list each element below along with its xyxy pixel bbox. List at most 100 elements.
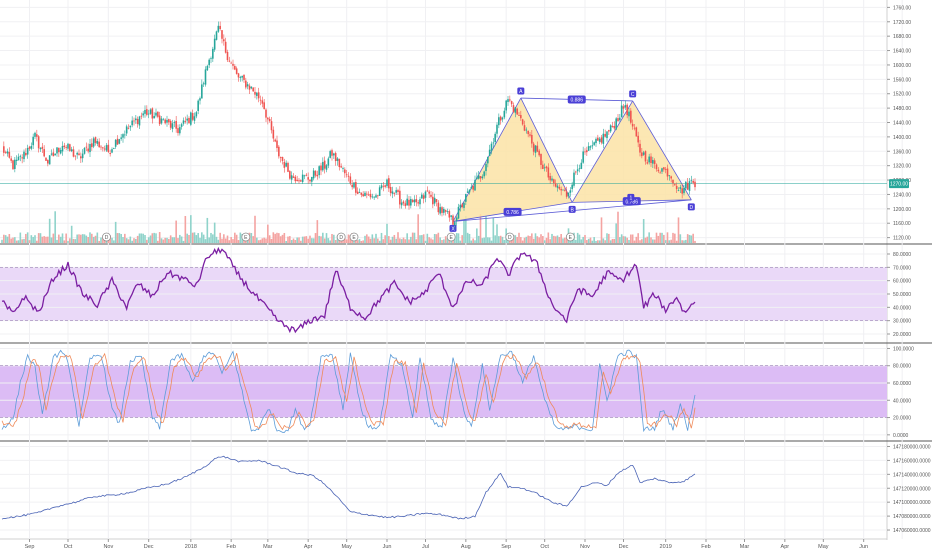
candle[interactable] xyxy=(265,108,267,123)
candle[interactable] xyxy=(316,170,319,180)
candle[interactable] xyxy=(353,181,355,189)
candle[interactable] xyxy=(81,149,84,163)
candle[interactable] xyxy=(545,165,548,172)
candle[interactable] xyxy=(565,186,568,199)
candle[interactable] xyxy=(628,108,630,122)
candle[interactable] xyxy=(386,178,388,189)
candle[interactable] xyxy=(133,117,135,126)
candle[interactable] xyxy=(410,196,412,209)
candle[interactable] xyxy=(221,30,223,44)
candle[interactable] xyxy=(413,195,416,207)
candle[interactable] xyxy=(149,108,152,115)
candle[interactable] xyxy=(602,128,605,149)
candle[interactable] xyxy=(61,141,64,156)
candle[interactable] xyxy=(281,156,284,165)
candle[interactable] xyxy=(349,173,352,186)
candle[interactable] xyxy=(23,149,25,163)
candle[interactable] xyxy=(529,132,531,138)
candle[interactable] xyxy=(437,200,440,215)
candle[interactable] xyxy=(560,186,562,196)
candle[interactable] xyxy=(69,143,71,152)
candle[interactable] xyxy=(578,164,581,173)
pattern-point-c[interactable]: C xyxy=(629,90,637,98)
candle[interactable] xyxy=(226,49,229,62)
candle[interactable] xyxy=(611,121,614,128)
candle[interactable] xyxy=(433,193,436,207)
candle[interactable] xyxy=(301,169,304,184)
candle[interactable] xyxy=(224,37,227,54)
candle[interactable] xyxy=(169,119,172,131)
candle[interactable] xyxy=(263,99,265,110)
candle[interactable] xyxy=(571,181,573,193)
candle[interactable] xyxy=(543,163,546,172)
candle[interactable] xyxy=(564,186,566,192)
candle[interactable] xyxy=(202,81,205,87)
candle[interactable] xyxy=(573,169,575,188)
candle[interactable] xyxy=(188,116,190,124)
candle[interactable] xyxy=(256,91,258,100)
candle[interactable] xyxy=(586,146,588,157)
event-marker[interactable]: E xyxy=(349,232,359,242)
candle[interactable] xyxy=(608,129,610,136)
candle[interactable] xyxy=(245,77,247,90)
candle[interactable] xyxy=(404,200,407,209)
candle[interactable] xyxy=(312,168,315,181)
candle[interactable] xyxy=(147,109,150,119)
candle[interactable] xyxy=(411,198,414,203)
candle[interactable] xyxy=(637,131,639,148)
candle[interactable] xyxy=(521,118,524,126)
candle[interactable] xyxy=(492,138,495,148)
candle[interactable] xyxy=(45,157,47,162)
candle[interactable] xyxy=(246,81,249,90)
candle[interactable] xyxy=(179,124,181,136)
candle[interactable] xyxy=(19,154,22,162)
candle[interactable] xyxy=(556,183,559,192)
candle[interactable] xyxy=(554,179,557,188)
candle[interactable] xyxy=(175,116,177,133)
candle[interactable] xyxy=(59,147,62,155)
candle[interactable] xyxy=(78,149,80,156)
candle[interactable] xyxy=(439,203,441,216)
candle[interactable] xyxy=(311,176,313,187)
candle[interactable] xyxy=(140,112,143,120)
candle[interactable] xyxy=(166,115,168,127)
candle[interactable] xyxy=(259,95,262,106)
candle[interactable] xyxy=(212,46,214,63)
pattern-point-d[interactable]: D xyxy=(687,203,695,211)
candle[interactable] xyxy=(142,110,144,118)
candle[interactable] xyxy=(622,104,625,114)
candle[interactable] xyxy=(613,121,616,131)
candle[interactable] xyxy=(195,110,198,119)
candle[interactable] xyxy=(358,188,361,194)
candle[interactable] xyxy=(384,184,386,189)
candle[interactable] xyxy=(633,123,636,131)
candle[interactable] xyxy=(235,66,238,75)
candle[interactable] xyxy=(26,144,29,159)
candle[interactable] xyxy=(89,139,91,157)
candle[interactable] xyxy=(92,136,95,149)
candle[interactable] xyxy=(668,175,671,181)
candle[interactable] xyxy=(30,142,33,151)
candle[interactable] xyxy=(261,96,264,108)
candle[interactable] xyxy=(294,174,297,184)
candle[interactable] xyxy=(426,186,429,192)
candle[interactable] xyxy=(210,56,212,64)
candle[interactable] xyxy=(457,203,460,220)
pattern-ratio-label[interactable]: 0.886 xyxy=(567,95,586,104)
candle[interactable] xyxy=(580,159,583,170)
candle[interactable] xyxy=(72,146,75,158)
candle[interactable] xyxy=(470,183,473,190)
candle[interactable] xyxy=(510,100,513,107)
candle[interactable] xyxy=(8,147,11,159)
candle[interactable] xyxy=(514,107,517,118)
candle[interactable] xyxy=(582,146,584,164)
candle[interactable] xyxy=(455,216,458,226)
candle[interactable] xyxy=(391,186,394,199)
candle[interactable] xyxy=(52,148,55,157)
candle[interactable] xyxy=(76,151,78,159)
candle[interactable] xyxy=(223,34,225,46)
candle[interactable] xyxy=(96,138,99,147)
candle[interactable] xyxy=(690,175,693,184)
candle[interactable] xyxy=(129,125,132,131)
